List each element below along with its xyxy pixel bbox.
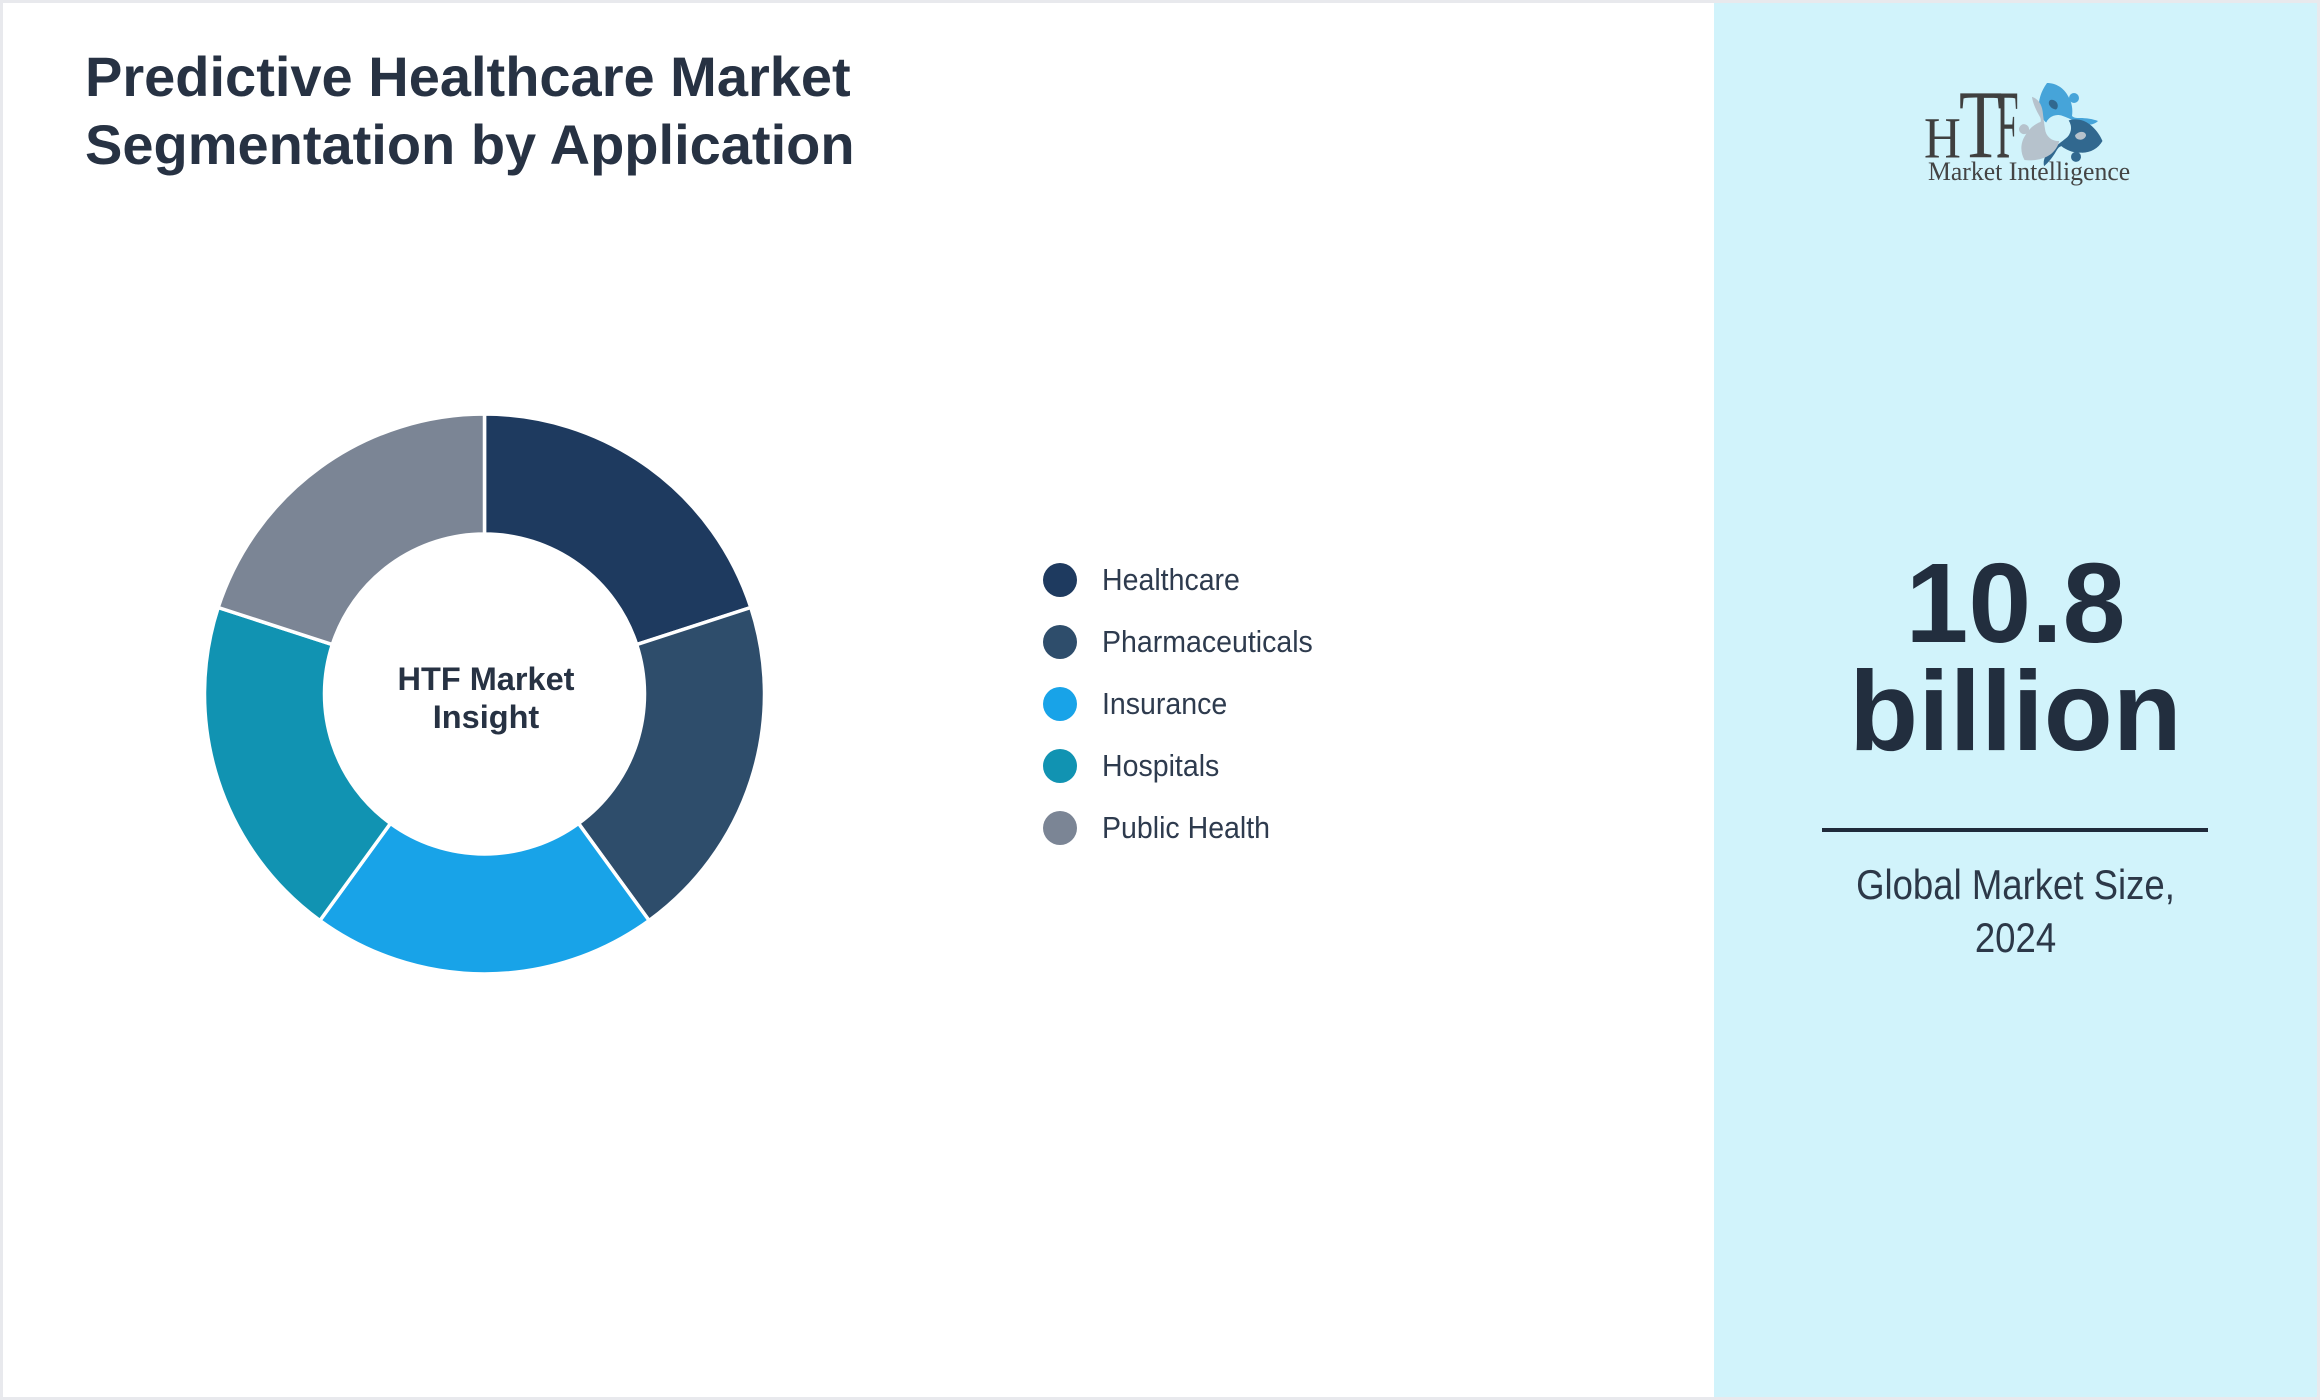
svg-text:T: T [1959, 72, 2002, 179]
svg-text:H: H [1924, 105, 1961, 170]
svg-text:F: F [1996, 73, 2019, 180]
svg-text:Market Intelligence: Market Intelligence [1928, 157, 2130, 186]
